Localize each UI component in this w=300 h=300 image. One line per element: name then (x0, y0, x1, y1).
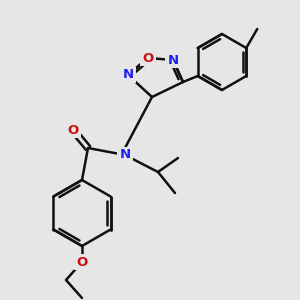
Text: O: O (76, 256, 88, 268)
Text: N: N (167, 53, 178, 67)
Text: O: O (142, 52, 154, 64)
Text: N: N (119, 148, 130, 161)
Text: O: O (68, 124, 79, 136)
Text: N: N (122, 68, 134, 82)
